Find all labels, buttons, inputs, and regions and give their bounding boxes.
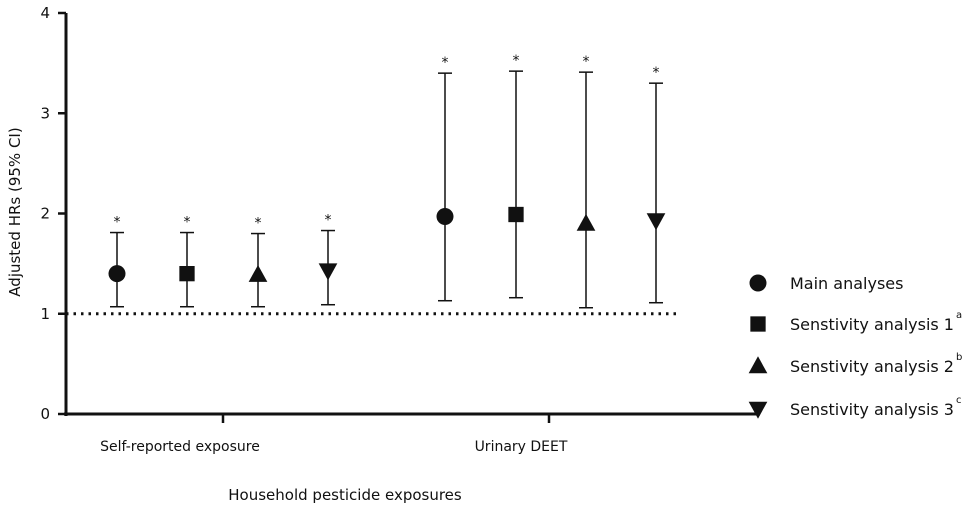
marker-triangle-up	[748, 356, 768, 374]
significance-star: *	[513, 53, 520, 69]
data-point: *	[318, 213, 338, 306]
data-point: *	[576, 54, 596, 309]
y-tick-label: 0	[40, 405, 50, 423]
marker-triangle-up	[248, 264, 268, 282]
y-axis-title: Adjusted HRs (95% CI)	[6, 127, 24, 296]
significance-star: *	[583, 54, 590, 70]
data-point: *	[508, 53, 524, 299]
significance-star: *	[325, 213, 332, 229]
y-tick-label: 3	[40, 104, 50, 122]
marker-triangle-up	[576, 213, 596, 231]
axes: 0 1 2 3 4 Self-reported exposure Urinary DEET	[40, 4, 760, 455]
marker-square	[750, 316, 766, 332]
marker-circle	[436, 208, 454, 226]
significance-star: *	[442, 55, 449, 71]
marker-square	[179, 266, 195, 282]
marker-circle	[108, 265, 126, 283]
marker-triangle-down	[748, 401, 768, 419]
data-points: * * * * * * * *	[108, 53, 666, 309]
significance-star: *	[255, 216, 262, 232]
legend-superscript: c	[956, 395, 962, 406]
x-tick-label: Urinary DEET	[475, 439, 568, 455]
data-point: *	[108, 215, 126, 308]
marker-triangle-down	[646, 213, 666, 231]
x-tick-label: Self-reported exposure	[100, 439, 260, 455]
data-point: *	[179, 215, 195, 308]
y-tick-label: 4	[40, 4, 50, 22]
significance-star: *	[114, 215, 121, 231]
x-axis-title: Household pesticide exposures	[228, 486, 462, 504]
data-point: *	[436, 55, 454, 302]
legend-superscript: b	[956, 352, 962, 363]
y-tick-label: 2	[40, 205, 50, 223]
legend-label: Senstivity analysis 2	[790, 357, 954, 376]
y-tick-label: 1	[40, 305, 50, 323]
data-point: *	[646, 65, 666, 304]
data-point: *	[248, 216, 268, 308]
marker-square	[508, 206, 524, 223]
legend-label: Senstivity analysis 3	[790, 400, 954, 419]
marker-circle	[749, 274, 767, 292]
legend-label: Senstivity analysis 1	[790, 315, 954, 334]
legend-label: Main analyses	[790, 274, 903, 293]
legend-item: Main analyses	[749, 274, 903, 293]
marker-triangle-down	[318, 263, 338, 281]
significance-star: *	[184, 215, 191, 231]
significance-star: *	[653, 65, 660, 81]
legend-superscript: a	[956, 310, 962, 321]
